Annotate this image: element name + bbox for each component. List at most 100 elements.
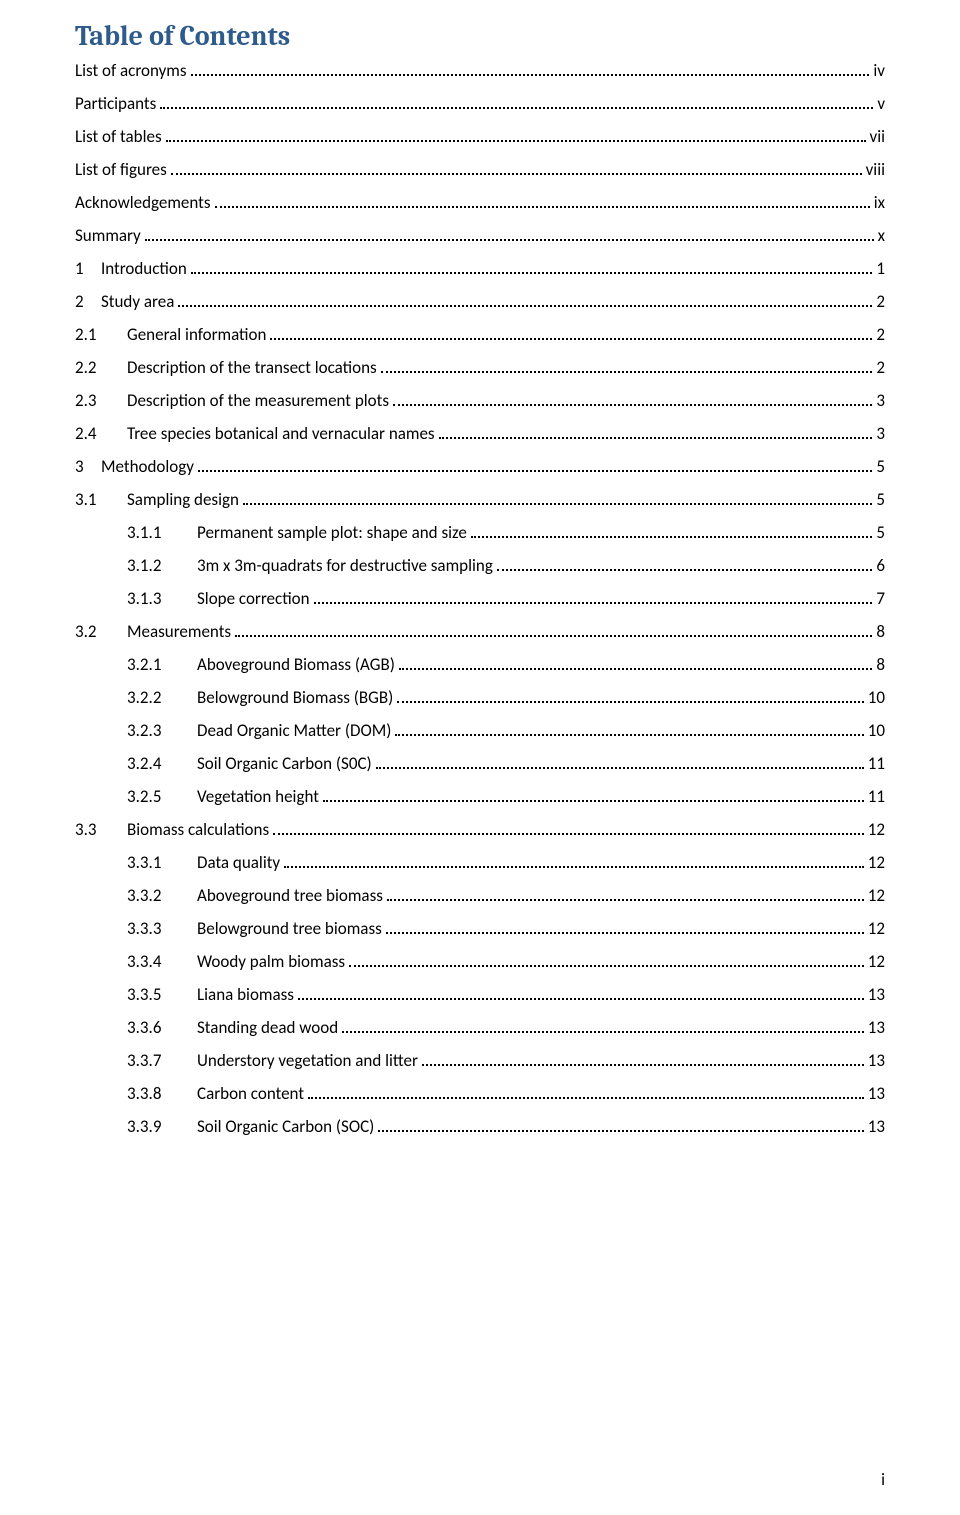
toc-entry-label: Woody palm biomass (197, 951, 347, 972)
toc-entry[interactable]: Summaryx (75, 225, 885, 246)
toc-entry-number: 3.3.5 (75, 984, 197, 1005)
toc-entry[interactable]: 3.1.3Slope correction7 (75, 588, 885, 609)
toc-entry-number: 3.1 (75, 489, 127, 510)
toc-entry-page: 13 (866, 1083, 885, 1104)
toc-entry-label: Sampling design (127, 489, 241, 510)
toc-entry[interactable]: 3.3.9Soil Organic Carbon (SOC)13 (75, 1116, 885, 1137)
toc-entry-label: Aboveground Biomass (AGB) (197, 654, 397, 675)
toc-entry[interactable]: 1Introduction1 (75, 258, 885, 279)
toc-entry-label: Belowground tree biomass (197, 918, 384, 939)
toc-leader-dots (191, 74, 870, 76)
toc-entry[interactable]: 3.1.1Permanent sample plot: shape and si… (75, 522, 885, 543)
toc-entry[interactable]: 2.4Tree species botanical and vernacular… (75, 423, 885, 444)
toc-entry-label: Description of the transect locations (127, 357, 379, 378)
toc-entry[interactable]: 2.3Description of the measurement plots3 (75, 390, 885, 411)
toc-leader-dots (308, 1097, 864, 1099)
toc-entry[interactable]: 3.2.4Soil Organic Carbon (S0C)11 (75, 753, 885, 774)
toc-leader-dots (243, 503, 872, 505)
toc-entry-label: Soil Organic Carbon (S0C) (197, 753, 374, 774)
toc-entry-page: 10 (866, 720, 885, 741)
toc-leader-dots (378, 1130, 863, 1132)
toc-entry-page: 6 (874, 555, 885, 576)
toc-entry[interactable]: 2Study area2 (75, 291, 885, 312)
toc-entry-number: 2.4 (75, 423, 127, 444)
toc-entry-page: 12 (866, 885, 885, 906)
toc-leader-dots (145, 239, 874, 241)
toc-entry-number: 2.1 (75, 324, 127, 345)
toc-entry[interactable]: 2.1General information2 (75, 324, 885, 345)
toc-entry-page: 13 (866, 1017, 885, 1038)
toc-leader-dots (376, 767, 864, 769)
toc-entry-label: Participants (75, 93, 158, 114)
toc-entry-page: 8 (874, 654, 885, 675)
toc-entry[interactable]: 3.3.7Understory vegetation and litter13 (75, 1050, 885, 1071)
toc-entry[interactable]: 3.2.3Dead Organic Matter (DOM)10 (75, 720, 885, 741)
toc-leader-dots (171, 173, 862, 175)
toc-entry-label: Methodology (101, 456, 196, 477)
toc-entry[interactable]: List of acronymsiv (75, 60, 885, 81)
toc-entry-label: Biomass calculations (127, 819, 271, 840)
toc-entry[interactable]: 3Methodology5 (75, 456, 885, 477)
toc-entry-number: 3.3.3 (75, 918, 197, 939)
toc-entry-label: Description of the measurement plots (127, 390, 391, 411)
toc-entry[interactable]: 3.3.3Belowground tree biomass 12 (75, 918, 885, 939)
toc-entry[interactable]: 3.2.5Vegetation height11 (75, 786, 885, 807)
toc-entry-page: 7 (874, 588, 885, 609)
toc-entry[interactable]: 3.1Sampling design 5 (75, 489, 885, 510)
toc-entry-label: Permanent sample plot: shape and size (197, 522, 469, 543)
toc-entry-number: 3.2.1 (75, 654, 197, 675)
toc-entry[interactable]: Acknowledgements ix (75, 192, 885, 213)
toc-entry[interactable]: 2.2Description of the transect locations… (75, 357, 885, 378)
toc-entry-number: 2.2 (75, 357, 127, 378)
toc-entry-number: 3.2.3 (75, 720, 197, 741)
toc-leader-dots (349, 965, 864, 967)
toc-entry-page: 12 (866, 819, 885, 840)
toc-entry[interactable]: 3.3.4Woody palm biomass12 (75, 951, 885, 972)
toc-entry-page: 5 (874, 522, 885, 543)
toc-entry[interactable]: Participants v (75, 93, 885, 114)
toc-entry-page: 12 (866, 918, 885, 939)
toc-leader-dots (395, 734, 863, 736)
toc-entry[interactable]: 3.2Measurements8 (75, 621, 885, 642)
toc-leader-dots (191, 272, 873, 274)
toc-entry-label: Study area (101, 291, 176, 312)
toc-leader-dots (386, 932, 864, 934)
toc-entry[interactable]: 3.2.2Belowground Biomass (BGB)10 (75, 687, 885, 708)
page-number-footer: i (881, 1469, 885, 1490)
toc-entry-label: Summary (75, 225, 143, 246)
toc-entry-page: 11 (866, 753, 885, 774)
toc-entry[interactable]: 3.3.8Carbon content13 (75, 1083, 885, 1104)
toc-entry[interactable]: 3.3.1Data quality12 (75, 852, 885, 873)
toc-entry-label: Acknowledgements (75, 192, 213, 213)
toc-leader-dots (342, 1031, 864, 1033)
toc-leader-dots (387, 899, 864, 901)
toc-leader-dots (160, 107, 873, 109)
toc-entry[interactable]: 3.3.2Aboveground tree biomass12 (75, 885, 885, 906)
toc-leader-dots (270, 338, 872, 340)
toc-entry-label: List of figures (75, 159, 169, 180)
toc-entry-page: 13 (866, 1116, 885, 1137)
toc-entry-number: 3.3 (75, 819, 127, 840)
toc-entry-number: 2 (75, 291, 101, 312)
toc-entry-number: 3.3.7 (75, 1050, 197, 1071)
toc-entry[interactable]: 3.1.23m x 3m-quadrats for destructive sa… (75, 555, 885, 576)
toc-entry[interactable]: 3.2.1Aboveground Biomass (AGB) 8 (75, 654, 885, 675)
toc-leader-dots (166, 140, 866, 142)
toc-entry-page: 5 (874, 489, 885, 510)
toc-leader-dots (397, 701, 863, 703)
toc-entry-page: 13 (866, 1050, 885, 1071)
toc-leader-dots (381, 371, 873, 373)
toc-entry-page: ix (872, 192, 885, 213)
toc-entry[interactable]: List of figuresviii (75, 159, 885, 180)
toc-entry[interactable]: List of tablesvii (75, 126, 885, 147)
toc-entry-label: Vegetation height (197, 786, 321, 807)
toc-leader-dots (439, 437, 873, 439)
toc-entry-page: 10 (866, 687, 885, 708)
toc-entry[interactable]: 3.3.5Liana biomass13 (75, 984, 885, 1005)
toc-leader-dots (471, 536, 873, 538)
toc-entry[interactable]: 3.3.6Standing dead wood13 (75, 1017, 885, 1038)
toc-entry-page: v (875, 93, 885, 114)
toc-leader-dots (198, 470, 872, 472)
toc-entry[interactable]: 3.3Biomass calculations 12 (75, 819, 885, 840)
toc-entry-page: 3 (874, 423, 885, 444)
